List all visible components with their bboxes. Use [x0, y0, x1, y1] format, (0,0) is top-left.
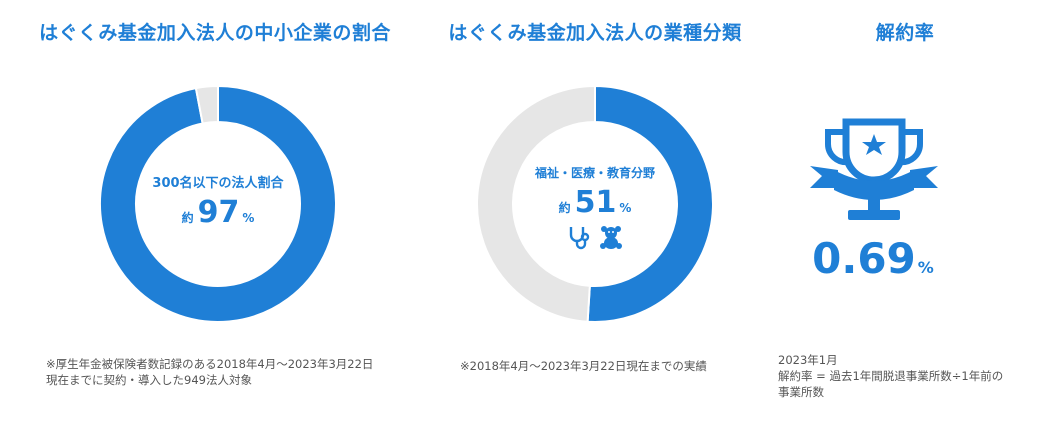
industry-note: ※2018年4月～2023年3月22日現在までの実績 [460, 359, 707, 373]
sme-center-text: 300名以下の法人割合 約 97% [118, 172, 318, 230]
industry-center-text: 福祉・医療・教育分野 約 51% [495, 164, 695, 254]
industry-center-label: 福祉・医療・教育分野 [534, 166, 655, 180]
sme-center-label: 300名以下の法人割合 [152, 176, 284, 191]
cancel-note-line2: 解約率 = 過去1年間脱退事業所数÷1年前の [778, 369, 1004, 383]
industry-panel: はぐくみ基金加入法人の業種分類 福祉・医療・教育分野 約 51% [430, 0, 760, 433]
cancel-value: 0.69 [812, 234, 916, 283]
cancel-value-text: 0.69% [760, 234, 986, 283]
industry-slice-0 [586, 84, 714, 323]
sme-note-line2: 現在までに契約・導入した949法人対象 [46, 373, 252, 387]
cancel-note-line1: 2023年1月 [778, 353, 838, 367]
sme-donut-chart [99, 84, 337, 323]
industry-unit: % [619, 201, 632, 215]
teddy-bear-icon [599, 226, 622, 249]
sme-title: はぐくみ基金加入法人の中小企業の割合 [39, 22, 391, 44]
stethoscope-icon [570, 227, 590, 250]
industry-donut-chart [476, 84, 714, 323]
sme-note-line1: ※厚生年金被保険者数記録のある2018年4月～2023年3月22日 [46, 357, 374, 371]
sme-value: 97 [197, 195, 240, 230]
industry-slice-1 [476, 84, 596, 323]
cancel-note-line3: 事業所数 [778, 385, 824, 399]
industry-prefix: 約 [558, 201, 571, 215]
sme-slice-0 [99, 84, 337, 323]
sme-slice-1 [194, 84, 219, 125]
cancel-note: 2023年1月 解約率 = 過去1年間脱退事業所数÷1年前の 事業所数 [778, 352, 1003, 400]
cancel-panel: 解約率 0.69% 2023年1月 解約率 = 過去1年間脱退事業所数÷1年前の… [760, 0, 1050, 433]
sme-unit: % [242, 211, 255, 225]
industry-value: 51 [574, 185, 617, 220]
cancel-title: 解約率 [875, 22, 935, 44]
sme-note: ※厚生年金被保険者数記録のある2018年4月～2023年3月22日 現在までに契… [46, 356, 373, 388]
trophy-icon [810, 118, 938, 220]
cancel-unit: % [917, 258, 934, 277]
sme-prefix: 約 [181, 211, 194, 225]
sme-panel: はぐくみ基金加入法人の中小企業の割合 300名以下の法人割合 約 97% ※厚生年… [0, 0, 430, 433]
industry-icons [495, 224, 695, 254]
industry-title: はぐくみ基金加入法人の業種分類 [448, 22, 742, 44]
